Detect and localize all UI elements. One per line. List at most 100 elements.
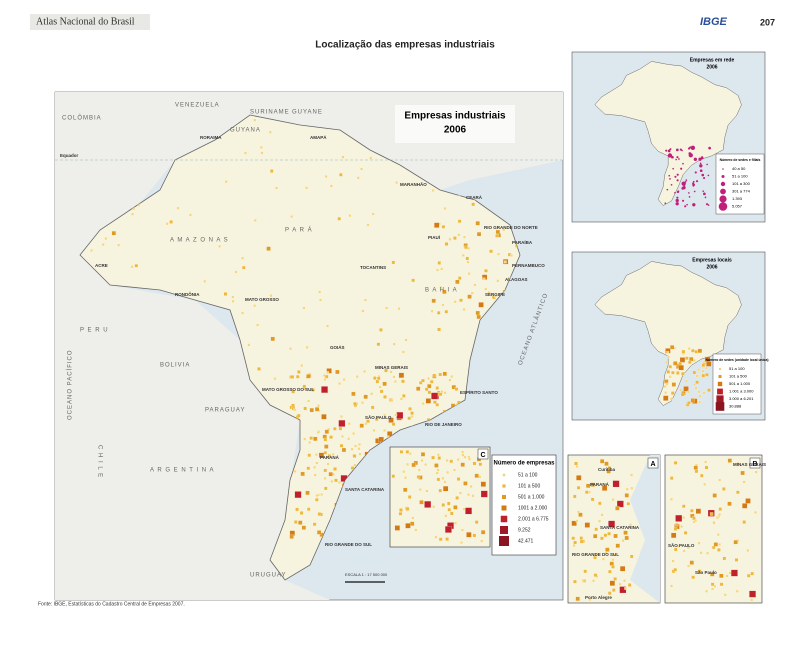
establishment-marker xyxy=(673,527,678,531)
establishment-marker xyxy=(432,505,435,509)
establishment-marker xyxy=(668,174,671,177)
establishment-marker xyxy=(391,474,396,478)
establishment-marker xyxy=(391,260,396,265)
establishment-marker xyxy=(690,145,696,150)
establishment-marker xyxy=(366,223,370,227)
establishment-marker xyxy=(169,220,173,224)
establishment-marker xyxy=(355,375,359,379)
establishment-marker xyxy=(317,404,320,408)
establishment-marker xyxy=(682,504,686,508)
establishment-marker xyxy=(111,231,116,236)
establishment-marker xyxy=(475,310,480,316)
establishment-marker xyxy=(440,390,444,394)
establishment-marker xyxy=(706,361,712,367)
establishment-marker xyxy=(572,544,576,547)
establishment-marker xyxy=(373,376,377,380)
state-label: MARANHÃO xyxy=(400,181,427,187)
establishment-marker xyxy=(438,392,443,396)
establishment-marker xyxy=(465,507,472,515)
establishment-marker xyxy=(480,481,487,487)
establishment-marker xyxy=(682,516,685,519)
establishment-marker xyxy=(585,490,589,494)
inset-legend-title: Número de sedes e filiais xyxy=(720,158,761,162)
establishment-marker xyxy=(703,192,706,196)
ocean-label: OCEANO PACÍFICO xyxy=(67,349,74,420)
establishment-marker xyxy=(693,465,698,470)
place-label: São Paulo xyxy=(695,570,717,575)
establishment-marker xyxy=(497,252,500,256)
establishment-marker xyxy=(376,342,381,346)
establishment-marker xyxy=(694,350,698,354)
establishment-marker xyxy=(695,374,699,378)
establishment-marker xyxy=(309,436,313,440)
establishment-marker xyxy=(601,485,608,491)
establishment-marker xyxy=(736,462,740,465)
establishment-marker xyxy=(447,501,451,506)
establishment-marker xyxy=(306,374,311,379)
establishment-marker xyxy=(383,429,386,432)
establishment-marker xyxy=(480,530,486,535)
establishment-marker xyxy=(313,465,316,469)
state-label: ALAGOAS xyxy=(505,277,528,282)
place-labels: VENEZUELA COLÔMBIA SURINAME GUYANE GUYAN… xyxy=(60,103,550,579)
establishment-marker xyxy=(573,494,577,499)
country-label: C H I L E xyxy=(96,445,102,478)
country-label: URUGUAY xyxy=(250,573,287,579)
establishment-marker xyxy=(683,184,686,187)
establishment-marker xyxy=(725,574,729,578)
establishment-marker xyxy=(328,472,333,477)
inset-letter: A xyxy=(650,461,655,468)
establishment-marker xyxy=(383,413,387,417)
establishment-marker xyxy=(435,386,439,390)
establishment-marker xyxy=(383,395,387,399)
state-label: MINAS GERAIS xyxy=(375,365,408,370)
establishment-marker xyxy=(396,411,404,419)
establishment-marker xyxy=(347,437,350,441)
establishment-marker xyxy=(718,543,721,546)
establishment-marker xyxy=(692,180,695,183)
establishment-marker xyxy=(685,356,689,360)
establishment-marker xyxy=(384,368,388,373)
establishment-marker xyxy=(495,234,499,238)
establishment-marker xyxy=(687,546,690,549)
establishment-marker xyxy=(323,437,328,442)
establishment-marker xyxy=(353,463,357,467)
establishment-marker xyxy=(676,156,679,159)
legend-swatch xyxy=(722,168,724,170)
establishment-marker xyxy=(396,365,400,369)
establishment-marker xyxy=(323,451,327,455)
establishment-marker xyxy=(704,460,708,464)
establishment-marker xyxy=(419,381,423,385)
establishment-marker xyxy=(411,462,416,468)
establishment-marker xyxy=(411,278,415,283)
legend-label: 30.888 xyxy=(729,404,742,409)
establishment-marker xyxy=(460,462,465,467)
establishment-marker xyxy=(692,203,696,207)
establishment-marker xyxy=(675,148,679,152)
establishment-marker xyxy=(416,386,421,391)
establishment-marker xyxy=(699,162,702,165)
state-label: SÃO PAULO xyxy=(365,414,392,420)
establishment-marker xyxy=(671,532,677,539)
establishment-marker xyxy=(730,569,738,577)
establishment-marker xyxy=(247,343,251,347)
establishment-marker xyxy=(460,541,463,545)
establishment-marker xyxy=(461,254,465,257)
establishment-marker xyxy=(579,536,583,540)
atlas-name: Atlas Nacional do Brasil xyxy=(36,16,135,27)
establishment-marker xyxy=(372,428,376,432)
establishment-marker xyxy=(707,204,710,206)
establishment-marker xyxy=(385,306,389,310)
establishment-marker xyxy=(575,519,579,523)
header-band xyxy=(30,14,150,30)
establishment-marker xyxy=(445,526,452,533)
establishment-marker xyxy=(421,378,425,383)
establishment-marker xyxy=(358,452,362,456)
establishment-marker xyxy=(722,556,727,561)
establishment-marker xyxy=(419,500,424,505)
state-label: PERNAMBUCO xyxy=(512,263,545,268)
establishment-marker xyxy=(592,579,595,583)
establishment-marker xyxy=(324,486,328,491)
establishment-marker xyxy=(296,374,300,379)
establishment-marker xyxy=(480,490,488,498)
